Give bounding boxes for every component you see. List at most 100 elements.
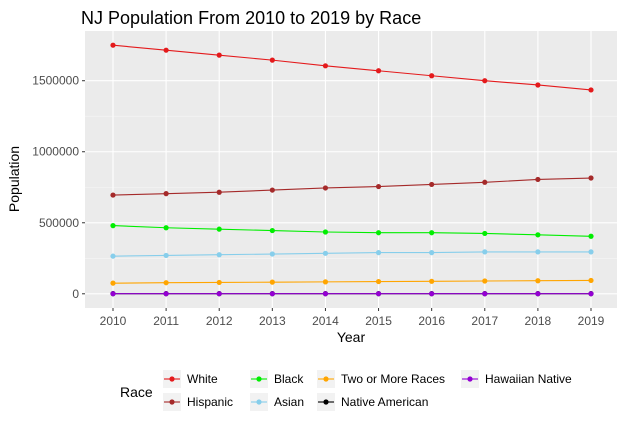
x-tick-label: 2014	[312, 314, 339, 328]
x-tick-label: 2017	[471, 314, 498, 328]
data-point-black	[322, 229, 329, 235]
data-point-black	[429, 230, 435, 236]
x-tick-label: 2011	[153, 314, 179, 328]
panel-background	[85, 31, 617, 308]
x-tick-label: 2018	[525, 314, 552, 328]
data-point-two-or-more-races	[322, 279, 329, 285]
data-point-hispanic	[269, 187, 275, 193]
legend-item-black: Black	[250, 370, 304, 388]
legend-key-point	[467, 376, 473, 382]
data-point-asian	[269, 251, 275, 257]
data-point-two-or-more-races	[482, 278, 488, 284]
legend-item-two-or-more-races: Two or More Races	[317, 370, 445, 388]
legend-key-point	[169, 399, 175, 405]
data-point-hawaiian-native	[322, 291, 329, 297]
x-tick-label: 2019	[578, 314, 605, 328]
data-point-two-or-more-races	[429, 278, 435, 284]
plot-panel	[85, 31, 617, 308]
legend-item-native-american: Native American	[317, 393, 428, 411]
x-axis: 2010 2011 2012 2013 2014 2015 2016 2017 2018 2019	[100, 308, 605, 328]
legend-key-point	[256, 399, 262, 405]
x-tick-label: 2013	[259, 314, 286, 328]
data-point-white	[269, 57, 275, 63]
series-line-asian	[112, 251, 591, 257]
legend-key-point	[323, 376, 329, 382]
grid-lines	[85, 31, 617, 308]
series-two-or-more-races	[110, 277, 594, 286]
data-point-hawaiian-native	[482, 291, 488, 297]
legend-item-white: White	[163, 370, 218, 388]
data-point-two-or-more-races	[216, 279, 222, 286]
legend: Race White Hispanic Black Asian Two or More …	[120, 370, 572, 411]
series-white	[110, 42, 594, 93]
x-tick-label: 2015	[365, 314, 392, 328]
data-point-asian	[482, 249, 488, 255]
data-point-white	[535, 82, 541, 88]
x-tick-label: 2016	[418, 314, 445, 328]
chart-title: NJ Population From 2010 to 2019 by Race	[81, 8, 421, 28]
legend-label: Two or More Races	[341, 372, 445, 386]
y-tick-label: 500000	[39, 216, 79, 230]
data-point-hispanic	[322, 185, 329, 191]
data-point-two-or-more-races	[375, 278, 382, 285]
data-point-black	[482, 230, 488, 237]
legend-label: Asian	[274, 395, 304, 409]
legend-key-point	[256, 376, 262, 382]
legend-title: Race	[120, 384, 153, 400]
data-point-hispanic	[375, 183, 382, 190]
legend-item-hawaiian-native: Hawaiian Native	[461, 370, 572, 388]
legend-label: Native American	[341, 395, 428, 409]
x-tick-label: 2010	[100, 314, 127, 328]
series-line-two-or-more-races	[112, 279, 592, 284]
legend-label: White	[187, 372, 218, 386]
legend-item-hispanic: Hispanic	[163, 393, 233, 411]
data-point-two-or-more-races	[163, 280, 169, 286]
legend-label: Hispanic	[187, 395, 233, 409]
data-point-hawaiian-native	[429, 291, 435, 297]
legend-label: Hawaiian Native	[485, 372, 572, 386]
data-point-white	[163, 47, 169, 53]
data-point-asian	[216, 252, 222, 258]
data-point-black	[216, 226, 222, 232]
x-axis-title: Year	[337, 329, 366, 345]
data-point-asian	[535, 249, 541, 255]
data-point-white	[110, 42, 116, 48]
data-point-hispanic	[163, 191, 169, 197]
y-axis: 0 500000 1000000 1500000	[32, 74, 85, 301]
series-line-hispanic	[112, 177, 592, 196]
series-asian	[110, 249, 594, 259]
data-point-asian	[322, 250, 329, 256]
data-point-hawaiian-native	[535, 291, 541, 297]
data-point-hawaiian-native	[588, 291, 594, 297]
data-point-asian	[110, 253, 116, 259]
data-point-black	[110, 223, 116, 229]
data-point-two-or-more-races	[535, 278, 541, 284]
data-point-asian	[588, 249, 594, 255]
data-point-white	[588, 87, 594, 93]
data-point-hawaiian-native	[163, 291, 169, 297]
data-point-black	[163, 225, 169, 231]
data-point-white	[322, 63, 329, 69]
data-point-black	[269, 227, 275, 234]
legend-key-point	[323, 399, 329, 405]
data-point-white	[216, 52, 222, 58]
data-point-hawaiian-native	[375, 291, 382, 297]
legend-key-point	[169, 376, 175, 382]
data-point-hispanic	[588, 175, 594, 181]
data-point-two-or-more-races	[269, 279, 275, 285]
series-line-white	[112, 44, 592, 91]
data-point-black	[588, 233, 594, 239]
data-point-asian	[163, 252, 169, 259]
data-point-hispanic	[535, 176, 541, 183]
data-point-white	[429, 73, 435, 79]
y-tick-label: 0	[72, 287, 79, 301]
series-layer	[110, 42, 594, 297]
data-point-hispanic	[216, 189, 222, 195]
series-hawaiian-native	[110, 291, 594, 297]
data-point-two-or-more-races	[110, 280, 116, 286]
data-point-asian	[375, 250, 382, 256]
data-point-two-or-more-races	[588, 277, 594, 284]
data-point-black	[535, 232, 541, 238]
series-black	[110, 223, 594, 239]
